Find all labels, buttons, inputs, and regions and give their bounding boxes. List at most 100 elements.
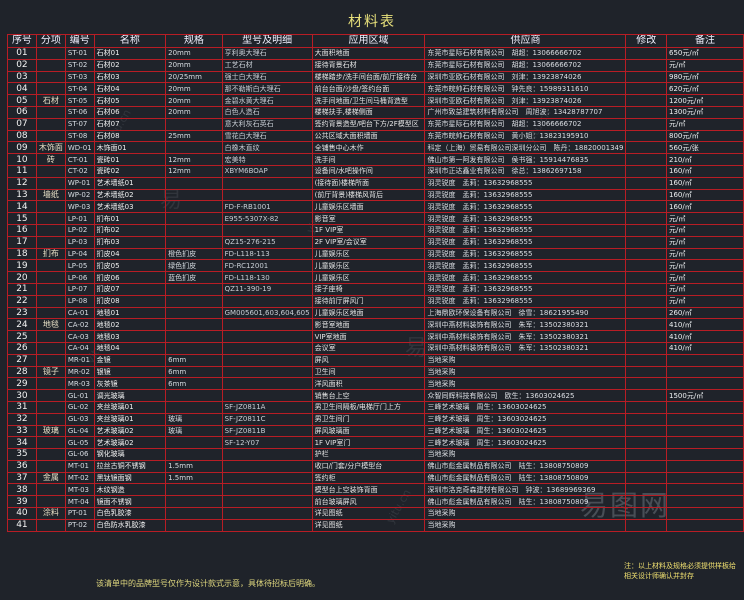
supplier-cell: 深圳市正达鑫业有限公司 徐总：13862697158 (424, 164, 627, 178)
model-cell: 工艺石材 (221, 58, 313, 72)
revision-cell (625, 47, 668, 60)
table-row: 10 砖 CT-01 瓷砖01 12mm 宏美特 洗手间 佛山市第一阿发有限公司 侯书强：15… (7, 153, 744, 166)
row-number-cell: 22 (7, 294, 37, 308)
application-area-cell: 儿童娱乐区墙面 (311, 200, 426, 214)
application-area-cell: 详见图纸 (311, 507, 426, 520)
item-code-cell: ST-04 (64, 82, 95, 96)
model-cell: 强士白大理石 (221, 70, 313, 84)
model-cell: SF-JZ0811B (221, 424, 313, 438)
model-cell (221, 294, 313, 308)
supplier-cell: 东莞市皖帅石材有限公司 黄小姐：13823195910 (424, 129, 627, 143)
model-cell: FD-L118-113 (221, 247, 313, 261)
header-cell: 名称 (93, 34, 167, 48)
spec-cell (165, 188, 223, 202)
revision-cell (625, 70, 668, 84)
application-area-cell: 接子座椅 (311, 282, 426, 296)
remark-cell: 160/㎡ (666, 176, 744, 190)
item-name-cell: 石材01 (93, 47, 167, 60)
row-number-cell: 21 (7, 282, 37, 296)
model-cell (221, 223, 313, 237)
supplier-cell: 羽灵锐度 孟莉：13632968555 (424, 176, 627, 190)
item-name-cell: 夹丝玻璃01 (93, 412, 167, 426)
supplier-cell: 羽灵锐度 孟莉：13632968555 (424, 294, 627, 308)
table-row: 12 WP-01 艺术墙纸01 (接待面)楼梯所面 羽灵锐度 孟莉：1363296855… (7, 176, 744, 190)
revision-cell (625, 471, 668, 485)
spec-cell (165, 495, 223, 509)
remark-cell: 元/㎡ (666, 58, 744, 72)
item-name-cell: 瓷砖02 (93, 164, 167, 178)
supplier-cell: 佛山市彪金属制品有限公司 陆生：13808750809 (424, 459, 627, 473)
model-cell: SF-JZ0811A (221, 400, 313, 414)
supplier-cell: 东莞市星际石材有限公司 胡超：13066666702 (424, 117, 627, 131)
remark-cell (666, 365, 744, 379)
item-code-cell: CT-02 (64, 164, 95, 178)
category-cell (35, 259, 66, 273)
remark-cell (666, 400, 744, 414)
item-code-cell: ST-03 (64, 70, 95, 84)
spec-cell: 玻璃 (165, 412, 223, 426)
table-row: 09 木饰面 WD-01 木饰面01 白橡木直纹 全铺售中心木作 科定（上海）贸易有限公司深… (7, 141, 744, 155)
table-body: 01 ST-01 石材01 20mm 亨利奥大理石 大面积地面 东莞市星际石材有限公司 胡超… (7, 47, 744, 532)
remark-cell: 元/㎡ (666, 117, 744, 131)
revision-cell (625, 412, 668, 426)
item-name-cell: 艺术墙纸02 (93, 188, 167, 202)
application-area-cell: 模型台上空装饰背面 (311, 483, 426, 497)
supplier-cell: 羽灵锐度 孟莉：13632968555 (424, 247, 627, 261)
category-cell (35, 271, 66, 284)
revision-cell (625, 294, 668, 308)
revision-cell (625, 459, 668, 473)
table-row: 26 CA-04 地毯04 会议室 深圳中燕材料装饰有限公司 朱军：1350238032… (7, 341, 744, 355)
revision-cell (625, 271, 668, 284)
supplier-cell: 东莞市星际石材有限公司 胡超：13066666702 (424, 47, 627, 60)
header-cell: 编号 (64, 34, 95, 48)
row-number-cell: 06 (7, 105, 37, 119)
revision-cell (625, 341, 668, 355)
supplier-cell: 当地采购 (424, 353, 627, 367)
spec-cell (165, 341, 223, 355)
row-number-cell: 03 (7, 70, 37, 84)
item-code-cell: ST-08 (64, 129, 95, 143)
item-name-cell: 瓷砖01 (93, 153, 167, 166)
application-area-cell: 2F VIP室/会议室 (311, 235, 426, 249)
remark-cell (666, 459, 744, 473)
model-cell: XBYM6BOAP (221, 164, 313, 178)
supplier-cell: 深圳市亚欧石材有限公司 刘津：13923874026 (424, 94, 627, 107)
row-number-cell: 32 (7, 412, 37, 426)
supplier-cell: 科定（上海）贸易有限公司深圳分公司 陈丹：18820001349 (424, 141, 627, 155)
category-cell (35, 58, 66, 72)
spec-cell (165, 212, 223, 225)
application-area-cell: 销售台上空 (311, 389, 426, 402)
table-row: 31 GL-02 夹丝玻璃01 SF-JZ0811A 男卫生间隔板/电梯厅门上方 三峰艺术… (7, 400, 744, 414)
table-row: 21 LP-07 扪皮07 QZ11-390-19 接子座椅 羽灵锐度 孟莉：136329… (7, 282, 744, 296)
item-code-cell: CA-01 (64, 306, 95, 320)
remark-cell: 410/㎡ (666, 330, 744, 343)
model-cell (221, 341, 313, 355)
supplier-cell: 羽灵锐度 孟莉：13632968555 (424, 271, 627, 284)
model-cell (221, 495, 313, 509)
application-area-cell: 公共区域大面积墙面 (311, 129, 426, 143)
remark-cell (666, 471, 744, 485)
category-cell (35, 47, 66, 60)
model-cell (221, 353, 313, 367)
revision-cell (625, 448, 668, 461)
revision-cell (625, 94, 668, 107)
item-code-cell: ST-06 (64, 105, 95, 119)
model-cell (221, 365, 313, 379)
spec-cell: 20mm (165, 58, 223, 72)
revision-cell (625, 129, 668, 143)
table-row: 19 LP-05 扪皮05 绿色扪皮 FD-RC12001 儿童娱乐区 羽灵锐度 孟莉：13… (7, 259, 744, 273)
model-cell: 那不勒斯白大理石 (221, 82, 313, 96)
application-area-cell: 前台台面/沙盘/签约台面 (311, 82, 426, 96)
row-number-cell: 01 (7, 47, 37, 60)
application-area-cell: 全铺售中心木作 (311, 141, 426, 155)
item-code-cell: LP-04 (64, 247, 95, 261)
item-code-cell: GL-02 (64, 400, 95, 414)
table-row: 07 ST-07 石材07 意大利灰石英石 签约背景造型/吧台下方/2F模型区 东莞市星际… (7, 117, 744, 131)
item-name-cell: 钢化玻璃 (93, 448, 167, 461)
item-name-cell: 金镜 (93, 353, 167, 367)
remark-cell: 1200元/㎡ (666, 94, 744, 107)
spec-cell: 20mm (165, 47, 223, 60)
category-cell: 玻璃 (35, 424, 66, 438)
category-cell (35, 306, 66, 320)
header-cell: 供应商 (424, 34, 627, 48)
